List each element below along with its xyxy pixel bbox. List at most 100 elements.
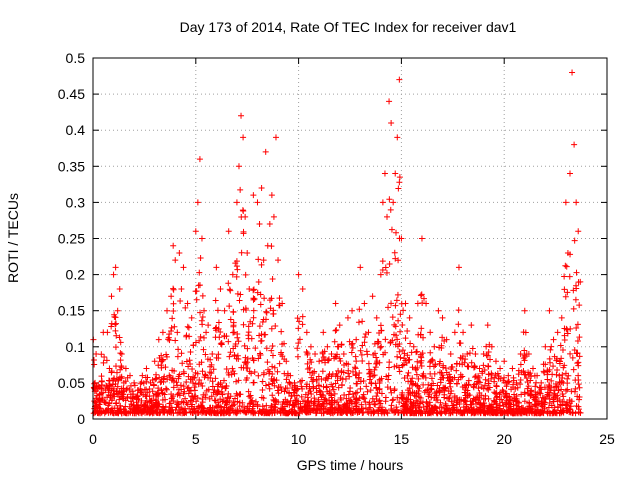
data-point-dense — [170, 300, 177, 307]
data-point-dense — [179, 406, 186, 413]
data-point-dense — [419, 372, 426, 379]
data-point-dense — [513, 406, 520, 413]
data-point-dense — [302, 391, 309, 398]
data-point-dense — [400, 409, 407, 416]
data-point-dense — [461, 397, 468, 404]
data-point-dense — [416, 393, 423, 400]
data-point — [270, 213, 277, 220]
y-tick-label: 0.15 — [58, 303, 85, 319]
data-point-dense — [437, 379, 444, 386]
data-point-dense — [389, 397, 396, 404]
data-point-dense — [214, 409, 221, 416]
data-point-dense — [559, 346, 566, 353]
data-point-dense — [444, 375, 451, 382]
data-point — [455, 264, 462, 271]
data-point-dense — [117, 339, 124, 346]
data-point-dense — [570, 305, 577, 312]
data-point-dense — [356, 306, 363, 313]
data-point — [110, 271, 117, 278]
data-point-dense — [320, 410, 327, 417]
data-point-dense — [434, 397, 441, 404]
data-point-dense — [108, 320, 115, 327]
data-point-dense — [353, 358, 360, 365]
data-point-dense — [353, 405, 360, 412]
data-point-dense — [372, 350, 379, 357]
data-point — [172, 257, 179, 264]
data-point-dense — [574, 360, 581, 367]
data-point-dense — [448, 398, 455, 405]
data-point-dense — [222, 399, 229, 406]
data-point-dense — [304, 350, 311, 357]
data-point-dense — [242, 271, 249, 278]
data-point-dense — [135, 410, 142, 417]
data-point-dense — [527, 370, 534, 377]
data-point — [344, 314, 351, 321]
data-point-dense — [499, 399, 506, 406]
data-point-dense — [92, 408, 99, 415]
data-point-dense — [346, 388, 353, 395]
data-point-dense — [186, 357, 193, 364]
data-point — [525, 351, 532, 358]
data-point-dense — [361, 339, 368, 346]
data-point — [336, 322, 343, 329]
data-point-dense — [510, 401, 517, 408]
data-point-dense — [517, 381, 524, 388]
data-point — [418, 235, 425, 242]
data-point-dense — [366, 376, 373, 383]
data-point-dense — [247, 400, 254, 407]
data-point — [414, 300, 421, 307]
data-point-dense — [394, 336, 401, 343]
data-point — [388, 119, 395, 126]
data-point-dense — [514, 384, 521, 391]
data-point-dense — [259, 386, 266, 393]
data-point-dense — [574, 349, 581, 356]
data-point-dense — [414, 382, 421, 389]
data-point-dense — [470, 383, 477, 390]
data-point-dense — [334, 377, 341, 384]
data-point — [464, 351, 471, 358]
data-point-dense — [291, 392, 298, 399]
data-point-dense — [240, 321, 247, 328]
data-point-dense — [184, 385, 191, 392]
data-point-dense — [455, 321, 462, 328]
data-point-dense — [409, 381, 416, 388]
data-point-dense — [170, 384, 177, 391]
data-point-dense — [250, 379, 257, 386]
data-point-dense — [419, 350, 426, 357]
data-point-dense — [440, 364, 447, 371]
data-point-dense — [244, 355, 251, 362]
data-point-dense — [348, 341, 355, 348]
data-point-dense — [248, 335, 255, 342]
data-point-dense — [269, 276, 276, 283]
data-point-dense — [392, 408, 399, 415]
data-point-dense — [251, 369, 258, 376]
data-point-dense — [504, 410, 511, 417]
data-point-dense — [485, 371, 492, 378]
data-point-dense — [355, 397, 362, 404]
data-point-dense — [391, 409, 398, 416]
data-point-dense — [482, 382, 489, 389]
data-point-dense — [393, 362, 400, 369]
data-point-dense — [545, 381, 552, 388]
data-point-dense — [438, 404, 445, 411]
data-point-dense — [338, 341, 345, 348]
data-point-dense — [368, 380, 375, 387]
data-point-dense — [259, 319, 266, 326]
data-point-dense — [485, 378, 492, 385]
data-point-dense — [476, 401, 483, 408]
data-point — [435, 307, 442, 314]
data-point-dense — [276, 360, 283, 367]
x-tick-label: 0 — [89, 431, 97, 447]
data-point-dense — [484, 385, 491, 392]
data-point-dense — [345, 367, 352, 374]
data-point-dense — [483, 352, 490, 359]
data-point — [386, 98, 393, 105]
data-point-dense — [373, 354, 380, 361]
data-point-dense — [561, 286, 568, 293]
data-point-dense — [172, 337, 179, 344]
data-point-dense — [324, 388, 331, 395]
data-point-dense — [393, 332, 400, 339]
data-point — [369, 293, 376, 300]
data-point-dense — [547, 359, 554, 366]
data-point-dense — [274, 368, 281, 375]
